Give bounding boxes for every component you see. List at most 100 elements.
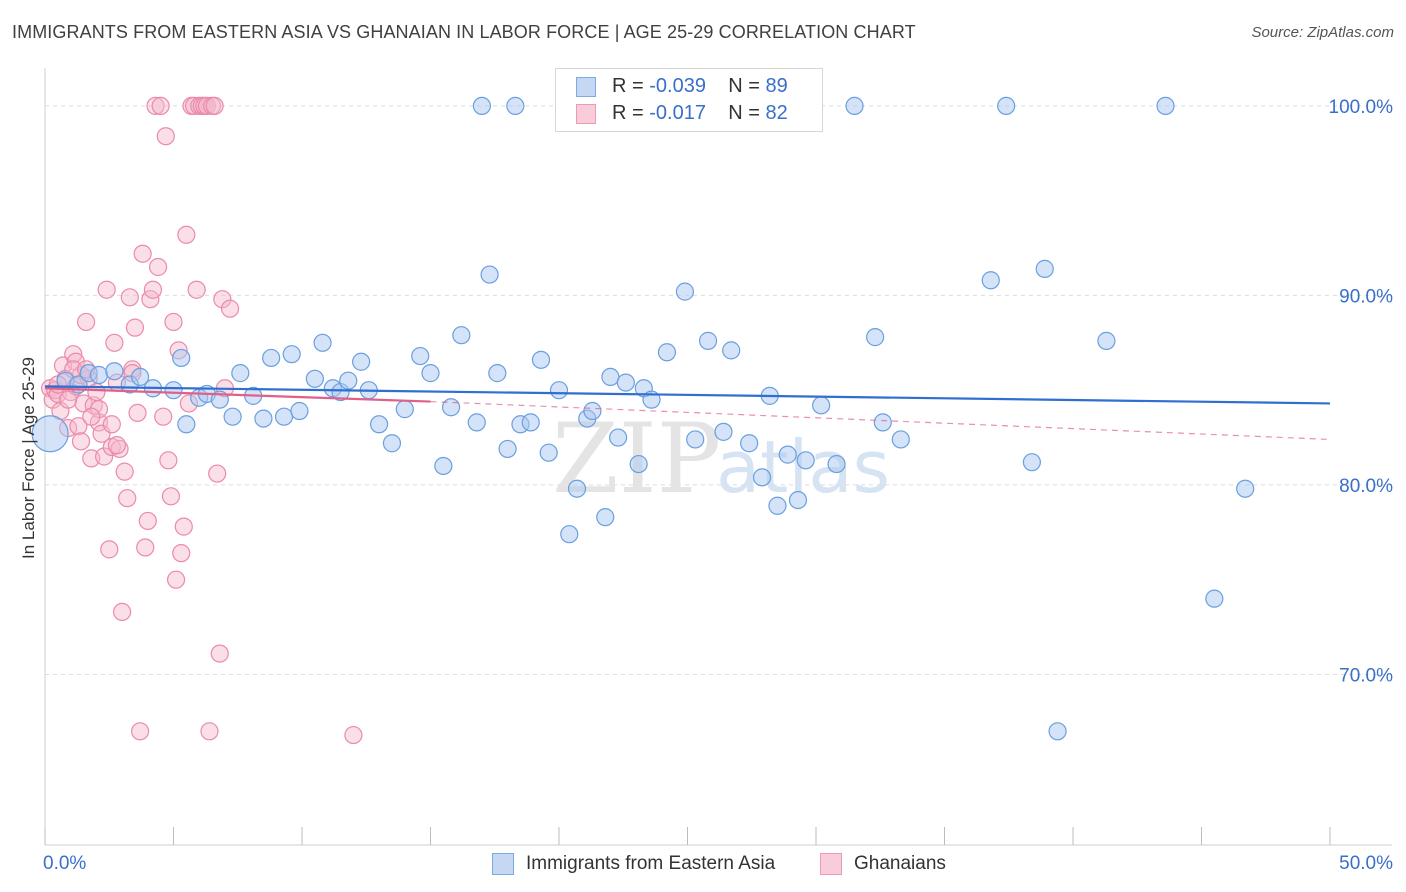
trend-line-ghanaians (44, 387, 431, 403)
data-point-ghanaians (200, 722, 219, 741)
data-point-eastern-asia (596, 508, 615, 527)
legend-n-value: 82 (765, 102, 788, 124)
data-point-eastern-asia (395, 400, 414, 419)
tick-labels: 100.0% 90.0% 80.0% 70.0% 0.0% 50.0% (43, 97, 1393, 874)
data-point-ghanaians (156, 127, 175, 146)
data-point-eastern-asia (521, 413, 540, 432)
data-point-ghanaians (128, 403, 147, 423)
data-point-eastern-asia (812, 396, 831, 415)
data-point-ghanaians (220, 299, 240, 318)
data-point-eastern-asia (891, 430, 910, 449)
legend-label: Immigrants from Eastern Asia (526, 853, 776, 874)
data-point-eastern-asia (480, 265, 499, 284)
y-tick-label: 70.0% (1339, 665, 1393, 686)
legend-n-label: N = (728, 102, 766, 124)
data-point-eastern-asia (105, 362, 124, 381)
data-point-ghanaians (177, 225, 196, 244)
y-tick-label: 100.0% (1329, 97, 1394, 118)
data-point-eastern-asia (498, 439, 517, 459)
data-point-ghanaians (89, 400, 109, 419)
data-point-eastern-asia (686, 430, 705, 449)
data-point-ghanaians (59, 390, 78, 409)
data-point-eastern-asia (177, 415, 196, 434)
data-point-eastern-asia (31, 415, 69, 453)
data-point-eastern-asia (382, 434, 402, 453)
data-point-eastern-asia (714, 422, 733, 441)
data-point-eastern-asia (262, 348, 281, 368)
data-point-eastern-asia (488, 364, 507, 383)
data-point-eastern-asia (164, 381, 183, 400)
data-point-ghanaians (184, 96, 204, 116)
data-point-eastern-asia (583, 401, 602, 421)
data-point-eastern-asia (827, 454, 846, 474)
data-point-ghanaians (159, 451, 178, 470)
data-point-ghanaians (115, 462, 134, 481)
legend-swatch-pink (576, 104, 596, 124)
data-point-eastern-asia (601, 367, 620, 387)
data-point-eastern-asia (698, 331, 718, 350)
data-point-eastern-asia (768, 496, 787, 515)
series-ghanaians (41, 96, 363, 745)
data-point-eastern-asia (290, 401, 309, 421)
legend-swatch-pink (820, 853, 842, 875)
data-point-ghanaians (174, 517, 193, 536)
data-point-eastern-asia (752, 468, 772, 487)
data-point-eastern-asia (223, 407, 242, 426)
data-point-eastern-asia (339, 371, 358, 390)
legend-swatch-blue (492, 853, 514, 875)
data-point-ghanaians (154, 407, 173, 426)
legend-n-value: 89 (765, 75, 788, 97)
data-point-eastern-asia (997, 96, 1016, 116)
data-point-ghanaians (172, 544, 191, 563)
data-point-eastern-asia (274, 407, 294, 426)
data-point-ghanaians (133, 244, 152, 263)
data-point-ghanaians (77, 312, 96, 332)
data-point-eastern-asia (254, 409, 273, 428)
data-point-ghanaians (97, 280, 116, 299)
data-point-eastern-asia (1048, 722, 1067, 741)
data-point-ghanaians (208, 464, 227, 483)
data-point-ghanaians (161, 487, 181, 506)
data-point-ghanaians (105, 333, 124, 352)
data-point-eastern-asia (531, 350, 551, 369)
data-point-eastern-asia (1156, 96, 1175, 116)
data-point-eastern-asia (305, 369, 324, 388)
legend-r-label: R = (612, 102, 650, 124)
data-point-ghanaians (71, 432, 91, 451)
data-point-eastern-asia (1035, 259, 1054, 278)
y-tick-label: 90.0% (1339, 286, 1393, 307)
data-point-eastern-asia (506, 96, 525, 116)
data-point-ghanaians (213, 290, 232, 309)
data-point-eastern-asia (1205, 589, 1224, 608)
data-point-eastern-asia (560, 525, 579, 544)
legend-r-value: -0.039 (649, 75, 706, 97)
data-point-eastern-asia (873, 413, 892, 432)
correlation-legend: R = -0.039 N = 89 R = -0.017 N = 82 (555, 68, 823, 132)
data-point-eastern-asia (421, 364, 440, 383)
source-credit: Source: ZipAtlas.com (1251, 24, 1394, 41)
y-tick-label: 80.0% (1339, 476, 1393, 497)
data-point-eastern-asia (616, 373, 635, 392)
trend-line-ghanaians-extended (430, 400, 1331, 441)
data-point-eastern-asia (567, 479, 587, 498)
x-tick-label: 0.0% (43, 853, 86, 874)
data-point-eastern-asia (675, 282, 695, 301)
data-point-ghanaians (143, 280, 163, 299)
data-point-eastern-asia (434, 456, 453, 476)
data-point-eastern-asia (282, 345, 301, 364)
data-point-eastern-asia (539, 443, 558, 462)
data-point-eastern-asia (1022, 453, 1041, 472)
data-point-eastern-asia (352, 352, 371, 371)
data-point-eastern-asia (1236, 479, 1255, 498)
data-point-ghanaians (166, 570, 186, 589)
axes (44, 68, 1392, 846)
data-point-eastern-asia (370, 415, 389, 434)
data-point-eastern-asia (467, 413, 486, 432)
legend-swatch-blue (576, 77, 596, 97)
data-point-ghanaians (125, 318, 145, 337)
data-point-eastern-asia (788, 490, 808, 510)
data-point-ghanaians (130, 722, 150, 741)
legend-label: Ghanaians (854, 853, 946, 874)
data-point-eastern-asia (629, 454, 648, 474)
